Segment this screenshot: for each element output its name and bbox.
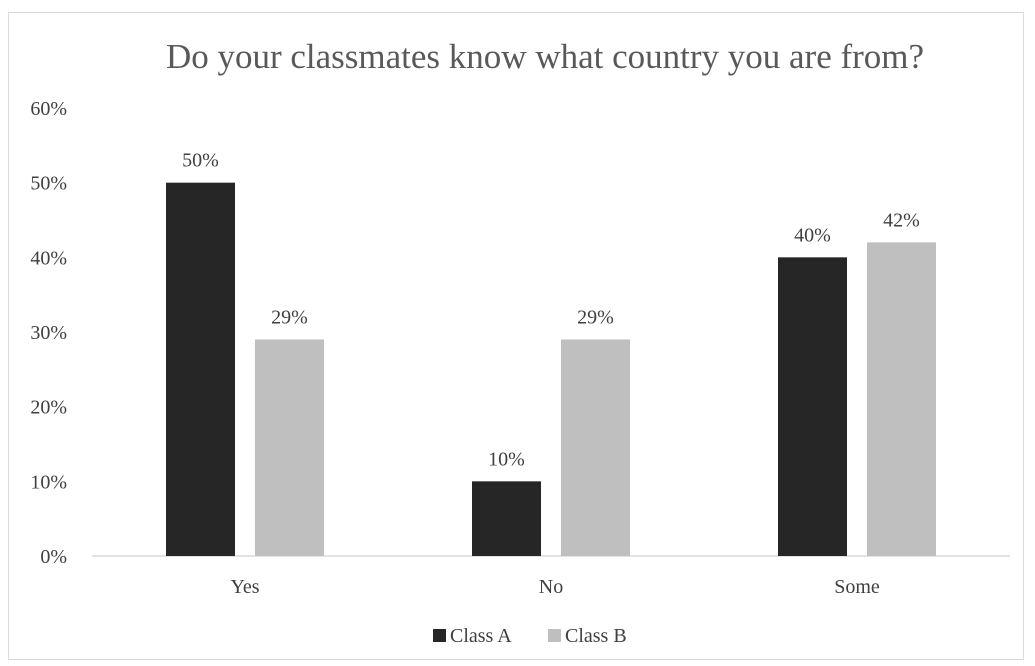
data-label: 10% xyxy=(488,448,525,470)
y-tick-label: 60% xyxy=(30,98,67,120)
x-tick-label: Some xyxy=(834,576,880,598)
y-tick-label: 30% xyxy=(30,322,67,344)
data-label: 29% xyxy=(271,306,308,328)
y-tick-label: 20% xyxy=(30,397,67,419)
legend-label: Class B xyxy=(565,625,627,647)
data-labels: 50% 29% 10% 29% 40% 42% xyxy=(182,150,920,471)
bars xyxy=(166,182,936,556)
x-tick-label: Yes xyxy=(230,576,259,598)
data-label: 29% xyxy=(577,306,614,328)
data-label: 42% xyxy=(883,209,920,231)
y-axis-ticks: 0% 10% 20% 30% 40% 50% 60% xyxy=(30,98,67,568)
x-axis-ticks: Yes No Some xyxy=(230,576,879,598)
data-label: 50% xyxy=(182,150,219,172)
bar-class-b-no xyxy=(561,339,630,556)
y-tick-label: 10% xyxy=(30,471,67,493)
bar-class-b-some xyxy=(867,242,936,556)
chart-title: Do your classmates know what country you… xyxy=(166,37,924,76)
bar-class-a-no xyxy=(472,481,541,556)
bar-class-b-yes xyxy=(255,339,324,556)
data-label: 40% xyxy=(794,224,831,246)
legend-swatch xyxy=(548,629,561,642)
legend-label: Class A xyxy=(450,625,512,647)
x-tick-label: No xyxy=(539,576,563,598)
y-tick-label: 50% xyxy=(30,173,67,195)
legend-swatch xyxy=(433,629,446,642)
y-tick-label: 0% xyxy=(40,546,67,568)
bar-class-a-yes xyxy=(166,182,235,556)
y-tick-label: 40% xyxy=(30,247,67,269)
legend: Class A Class B xyxy=(433,625,627,647)
bar-class-a-some xyxy=(778,257,847,556)
